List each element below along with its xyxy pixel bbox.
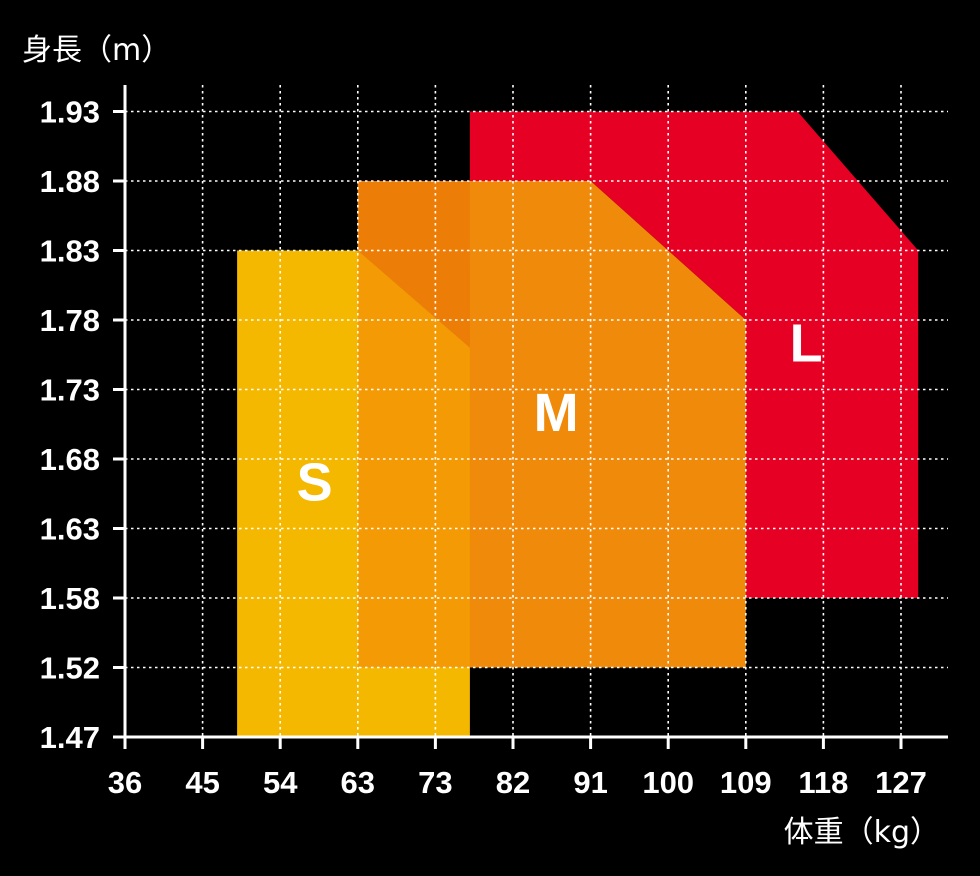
x-tick-label: 54 — [263, 765, 298, 800]
y-tick-labels: 1.47 1.52 1.58 1.63 1.68 1.73 1.78 1.83 1.88 1.93 — [40, 95, 100, 756]
region-l — [469, 111, 919, 598]
y-tick-label: 1.63 — [40, 512, 100, 547]
y-tick-label: 1.58 — [40, 581, 100, 616]
region-labels: L M S — [297, 314, 823, 513]
tick-marks — [113, 110, 903, 749]
x-tick-label: 109 — [720, 765, 772, 800]
region-label-s: S — [297, 453, 333, 513]
axes — [123, 85, 948, 739]
x-tick-label: 127 — [875, 765, 927, 800]
x-axis-title: 体重（kg） — [784, 815, 940, 850]
y-tick-label: 1.78 — [40, 303, 100, 338]
x-tick-labels: 36 45 54 63 73 82 91 100 109 118 127 — [108, 765, 927, 800]
y-tick-label: 1.47 — [40, 720, 100, 755]
x-tick-label: 82 — [496, 765, 530, 800]
x-tick-label: 118 — [798, 765, 848, 800]
y-tick-label: 1.68 — [40, 442, 100, 477]
y-tick-label: 1.83 — [40, 234, 100, 269]
region-label-l: L — [790, 314, 823, 374]
y-tick-label: 1.88 — [40, 164, 100, 199]
x-tick-label: 36 — [108, 765, 142, 800]
y-axis-title: 身長（m） — [22, 33, 171, 68]
y-tick-label: 1.93 — [40, 95, 100, 130]
grid-lines — [125, 85, 948, 737]
region-label-m: M — [534, 383, 579, 443]
y-tick-label: 1.73 — [40, 373, 100, 408]
x-tick-label: 91 — [573, 765, 607, 800]
y-tick-label: 1.52 — [40, 651, 100, 686]
region-overlap-0 — [357, 181, 470, 348]
x-tick-label: 45 — [185, 765, 219, 800]
x-tick-label: 63 — [341, 765, 375, 800]
x-tick-label: 73 — [418, 765, 452, 800]
x-tick-label: 100 — [642, 765, 694, 800]
